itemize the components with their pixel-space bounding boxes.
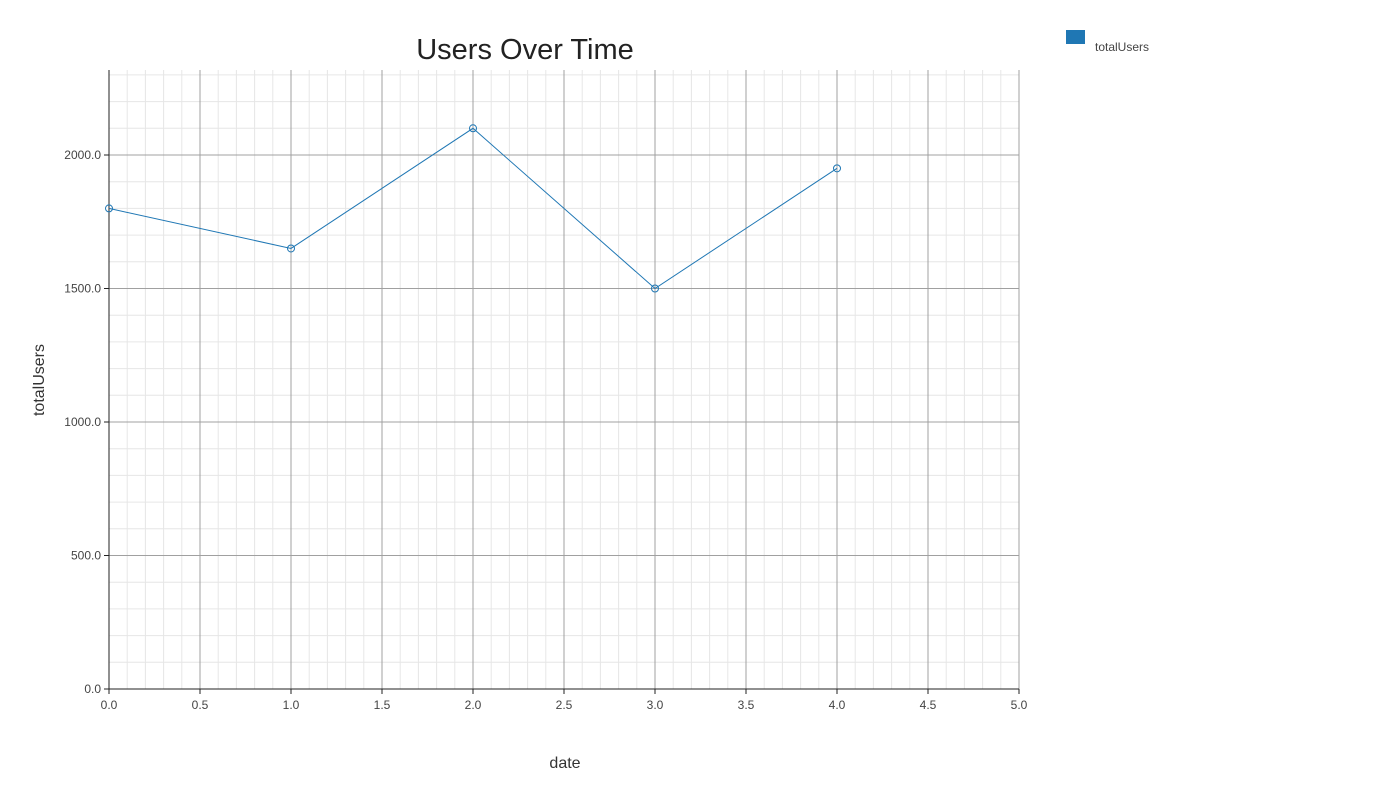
legend-swatch	[1066, 30, 1085, 44]
legend: totalUsers	[1066, 30, 1149, 54]
series-line	[108, 127, 838, 290]
data-point	[833, 164, 841, 173]
x-tick-label: 1.0	[283, 698, 300, 712]
x-tick-label: 0.0	[101, 698, 118, 712]
x-axis-label: date	[549, 755, 580, 772]
series-layer	[105, 124, 841, 293]
y-tick-label: 1000.0	[64, 415, 101, 429]
x-tick-label: 1.5	[374, 698, 391, 712]
data-point	[651, 284, 659, 293]
legend-label: totalUsers	[1095, 40, 1149, 54]
x-tick-label: 0.5	[192, 698, 209, 712]
x-axis-ticks: 0.0 0.5 1.0 1.5 2.0 2.5 3.0 3.5 4.0 4.5 5.0	[101, 689, 1028, 712]
y-tick-label: 2000.0	[64, 148, 101, 162]
x-tick-label: 5.0	[1011, 698, 1028, 712]
x-tick-label: 3.5	[738, 698, 755, 712]
data-point	[469, 124, 477, 133]
x-tick-label: 3.0	[647, 698, 664, 712]
y-tick-label: 500.0	[71, 549, 101, 563]
y-tick-label: 0.0	[84, 682, 101, 696]
x-tick-label: 2.0	[465, 698, 482, 712]
y-tick-label: 1500.0	[64, 282, 101, 296]
data-point	[105, 204, 113, 213]
x-tick-label: 4.0	[829, 698, 846, 712]
data-point	[287, 244, 295, 253]
chart-title: Users Over Time	[416, 34, 634, 66]
x-tick-label: 2.5	[556, 698, 573, 712]
major-grid	[108, 70, 1020, 690]
y-axis-ticks: 0.0 500.0 1000.0 1500.0 2000.0	[64, 148, 109, 696]
y-axis-label: totalUsers	[31, 344, 48, 416]
x-tick-label: 4.5	[920, 698, 937, 712]
